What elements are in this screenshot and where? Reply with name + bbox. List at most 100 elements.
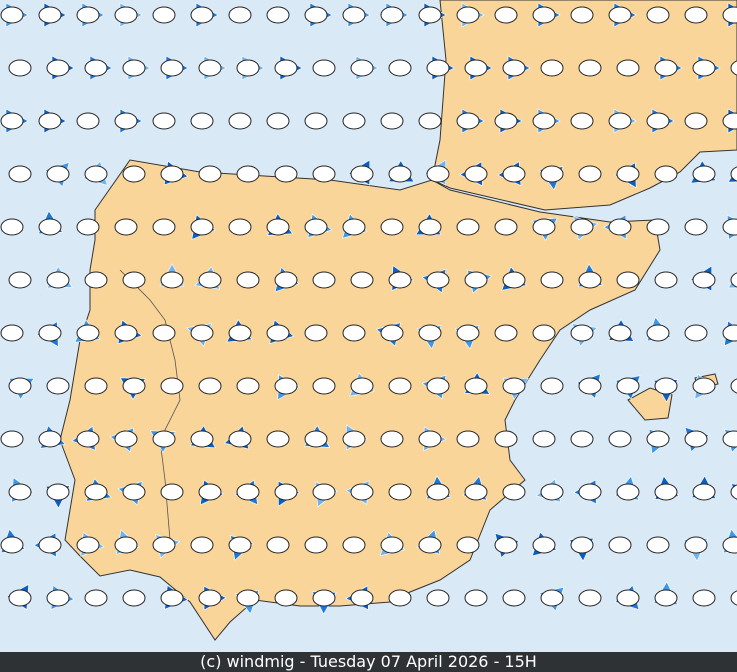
- calm-marker: [236, 589, 260, 607]
- calm-marker: [616, 271, 640, 289]
- calm-marker: [616, 483, 640, 501]
- calm-marker: [540, 589, 564, 607]
- calm-marker: [722, 430, 737, 448]
- calm-marker: [494, 112, 518, 130]
- calm-marker: [684, 430, 708, 448]
- calm-marker: [608, 218, 632, 236]
- calm-marker: [84, 165, 108, 183]
- calm-marker: [160, 59, 184, 77]
- calm-marker: [418, 218, 442, 236]
- calm-marker: [456, 218, 480, 236]
- calm-marker: [76, 324, 100, 342]
- calm-marker: [152, 112, 176, 130]
- calm-marker: [190, 536, 214, 554]
- calm-marker: [236, 271, 260, 289]
- calm-marker: [426, 59, 450, 77]
- calm-marker: [38, 536, 62, 554]
- calm-marker: [114, 218, 138, 236]
- calm-marker: [304, 6, 328, 24]
- calm-marker: [456, 430, 480, 448]
- calm-marker: [570, 536, 594, 554]
- calm-marker: [228, 112, 252, 130]
- calm-marker: [418, 112, 442, 130]
- calm-marker: [532, 324, 556, 342]
- calm-marker: [388, 165, 412, 183]
- calm-marker: [190, 324, 214, 342]
- calm-marker: [160, 377, 184, 395]
- calm-marker: [502, 589, 526, 607]
- calm-marker: [654, 589, 678, 607]
- calm-marker: [380, 6, 404, 24]
- calm-marker: [418, 430, 442, 448]
- calm-marker: [570, 430, 594, 448]
- calm-marker: [8, 59, 32, 77]
- calm-marker: [646, 536, 670, 554]
- calm-marker: [654, 271, 678, 289]
- calm-marker: [122, 589, 146, 607]
- calm-marker: [266, 218, 290, 236]
- calm-marker: [304, 112, 328, 130]
- calm-marker: [464, 165, 488, 183]
- calm-marker: [152, 430, 176, 448]
- calm-marker: [692, 59, 716, 77]
- calm-marker: [388, 483, 412, 501]
- calm-marker: [312, 165, 336, 183]
- calm-marker: [464, 59, 488, 77]
- calm-marker: [654, 59, 678, 77]
- calm-marker: [0, 112, 24, 130]
- calm-marker: [0, 430, 24, 448]
- calm-marker: [304, 324, 328, 342]
- calm-marker: [654, 165, 678, 183]
- calm-marker: [228, 536, 252, 554]
- calm-marker: [190, 218, 214, 236]
- calm-marker: [38, 218, 62, 236]
- calm-marker: [114, 112, 138, 130]
- calm-marker: [684, 112, 708, 130]
- calm-marker: [722, 324, 737, 342]
- calm-marker: [570, 218, 594, 236]
- calm-marker: [38, 112, 62, 130]
- calm-marker: [646, 430, 670, 448]
- calm-marker: [274, 59, 298, 77]
- calm-marker: [616, 165, 640, 183]
- calm-marker: [8, 589, 32, 607]
- calm-marker: [684, 324, 708, 342]
- calm-marker: [84, 589, 108, 607]
- calm-marker: [730, 378, 737, 394]
- footer: (c) windmig - Tuesday 07 April 2026 - 15…: [0, 652, 737, 672]
- calm-marker: [616, 589, 640, 607]
- calm-marker: [342, 6, 366, 24]
- calm-marker: [350, 165, 374, 183]
- calm-marker: [502, 271, 526, 289]
- calm-marker: [342, 536, 366, 554]
- calm-marker: [46, 59, 70, 77]
- calm-marker: [236, 165, 260, 183]
- calm-marker: [608, 536, 632, 554]
- calm-marker: [692, 377, 716, 395]
- calm-marker: [198, 165, 222, 183]
- calm-marker: [388, 589, 412, 607]
- calm-marker: [646, 6, 670, 24]
- calm-marker: [464, 377, 488, 395]
- calm-marker: [654, 377, 678, 395]
- calm-marker: [494, 430, 518, 448]
- calm-marker: [76, 536, 100, 554]
- calm-marker: [266, 112, 290, 130]
- calm-marker: [464, 483, 488, 501]
- calm-marker: [8, 377, 32, 395]
- calm-marker: [692, 165, 716, 183]
- calm-marker: [456, 6, 480, 24]
- calm-marker: [228, 6, 252, 24]
- calm-marker: [380, 112, 404, 130]
- calm-marker: [502, 59, 526, 77]
- calm-marker: [0, 536, 24, 554]
- calm-marker: [312, 377, 336, 395]
- calm-marker: [350, 589, 374, 607]
- calm-marker: [274, 377, 298, 395]
- calm-marker: [342, 430, 366, 448]
- calm-marker: [730, 166, 737, 182]
- calm-marker: [304, 430, 328, 448]
- calm-marker: [228, 218, 252, 236]
- calm-marker: [380, 536, 404, 554]
